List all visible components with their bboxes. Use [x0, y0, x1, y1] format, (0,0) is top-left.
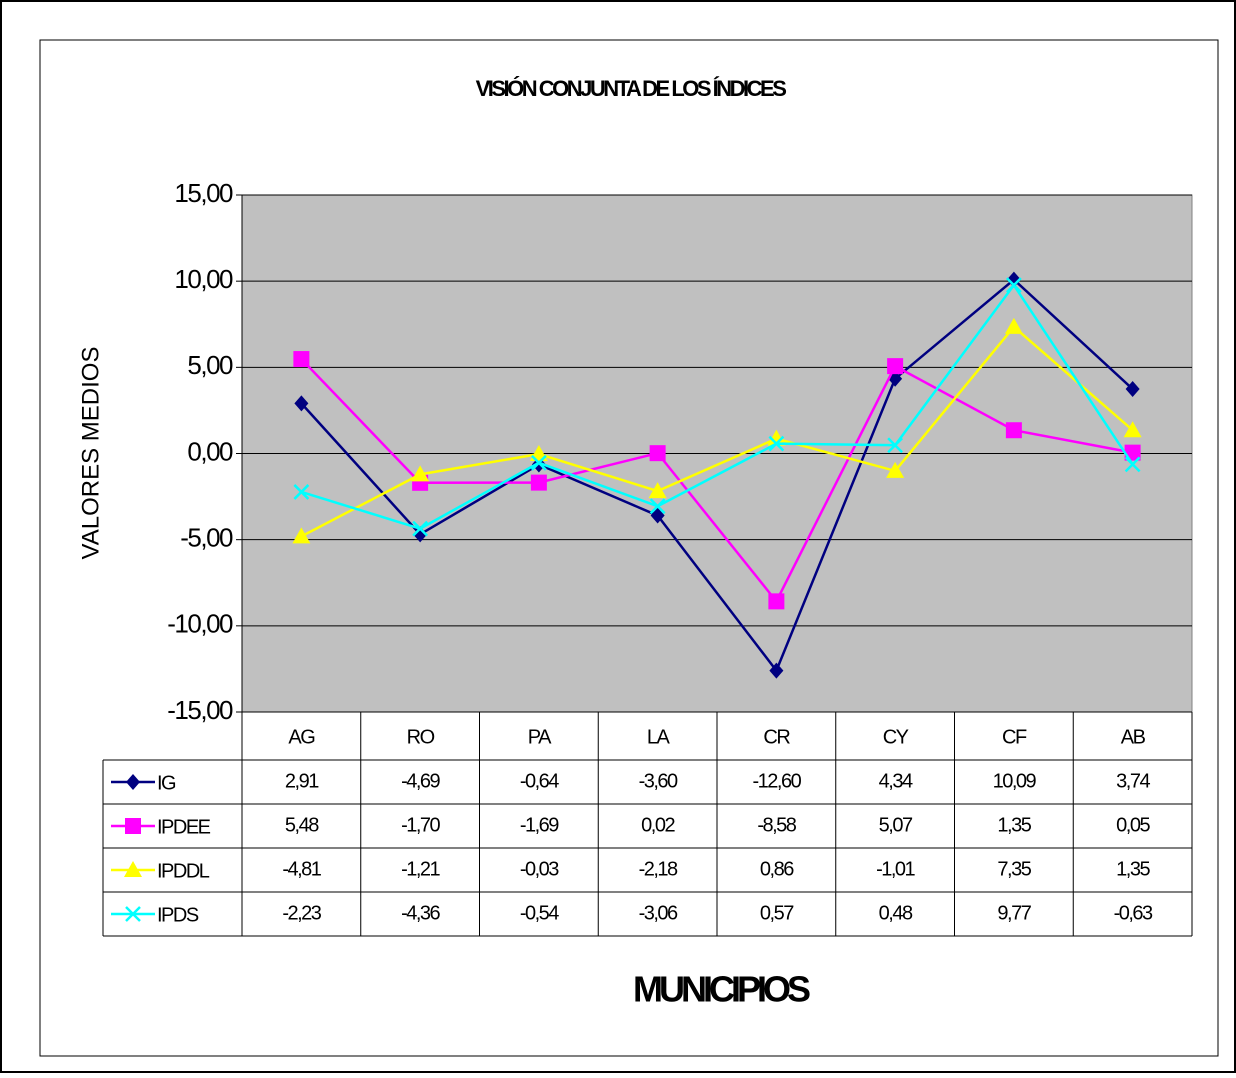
table-value: -4,36	[401, 902, 440, 924]
legend-marker	[124, 861, 142, 877]
x-tick-label: AB	[1121, 726, 1146, 748]
marker	[1006, 271, 1021, 288]
legend-label: IPDDL	[157, 860, 210, 882]
table-value: 0,48	[879, 902, 913, 924]
table-value: -4,69	[401, 770, 440, 792]
y-tick-label: 10,00	[174, 264, 233, 294]
marker	[530, 454, 547, 471]
marker	[1125, 381, 1140, 398]
table-value: 5,48	[285, 814, 319, 836]
table-value: -0,54	[520, 902, 559, 924]
table-value: 2,91	[285, 770, 319, 792]
marker	[293, 484, 310, 500]
y-tick-label: -15,00	[167, 695, 233, 725]
table-value: 1,35	[997, 814, 1031, 836]
marker	[1124, 456, 1141, 473]
y-tick-label: 0,00	[187, 436, 233, 466]
marker	[293, 351, 310, 368]
table-value: 0,05	[1116, 814, 1150, 836]
x-tick-label: LA	[647, 726, 671, 748]
marker	[530, 474, 547, 491]
x-tick-label: CY	[883, 726, 909, 748]
series-line	[300, 325, 1134, 538]
marker	[413, 526, 428, 543]
table-value: -2,18	[639, 858, 678, 880]
marker	[294, 395, 309, 412]
table-value: -0,63	[1114, 902, 1153, 924]
series-line	[301, 282, 1134, 530]
table-value: 5,07	[879, 814, 913, 836]
table-value: -3,60	[639, 770, 678, 792]
marker	[1123, 421, 1142, 438]
marker	[411, 465, 430, 482]
y-tick-label: 5,00	[187, 350, 233, 380]
marker	[768, 593, 785, 610]
table-value: 1,35	[1116, 858, 1150, 880]
y-tick-label: 15,00	[174, 178, 233, 208]
series-line	[300, 358, 1133, 604]
table-value: -3,06	[639, 902, 678, 924]
y-axis-label: VALORES MEDIOS	[77, 347, 104, 560]
y-tick-label: -10,00	[167, 609, 233, 639]
legend-marker	[125, 906, 141, 922]
marker	[649, 445, 666, 462]
x-tick-label: CF	[1002, 726, 1027, 748]
table-value: 0,86	[760, 858, 794, 880]
marker	[767, 429, 786, 446]
table-value: 10,09	[993, 770, 1037, 792]
marker	[887, 437, 904, 454]
marker	[649, 498, 666, 515]
x-axis-label: MUNICIPIOS	[633, 969, 810, 1010]
table-value: 7,35	[997, 858, 1031, 880]
table-value: -4,81	[282, 858, 321, 880]
table-value: -2,23	[282, 902, 321, 924]
table-value: 9,77	[997, 902, 1031, 924]
table-value: -0,64	[520, 770, 559, 792]
marker	[650, 507, 665, 524]
x-tick-label: RO	[407, 726, 435, 748]
marker	[1005, 277, 1022, 294]
chart-title: VISIÓN CONJUNTA DE LOS ÍNDICES	[476, 76, 787, 101]
table-value: -1,70	[401, 814, 440, 836]
marker	[292, 527, 311, 544]
table-value: 4,34	[879, 770, 913, 792]
table-value: -1,21	[401, 858, 440, 880]
legend-label: IG	[157, 772, 176, 794]
marker	[1004, 317, 1023, 334]
marker	[648, 482, 667, 499]
y-tick-label: -5,00	[180, 523, 233, 553]
marker	[769, 662, 784, 679]
table-value: -1,01	[876, 858, 915, 880]
series-line	[300, 277, 1134, 674]
x-tick-label: PA	[528, 726, 552, 748]
marker	[886, 461, 905, 478]
marker	[768, 435, 785, 452]
marker	[1005, 422, 1022, 439]
legend-marker	[125, 818, 141, 834]
table-value: -0,03	[520, 858, 559, 880]
legend-marker	[126, 774, 140, 790]
legend-label: IPDEE	[157, 816, 211, 838]
x-tick-label: CR	[763, 726, 790, 748]
x-tick-label: AG	[288, 726, 315, 748]
table-value: -1,69	[520, 814, 559, 836]
legend-label: IPDS	[157, 904, 199, 926]
marker	[412, 520, 429, 537]
table-value: 3,74	[1116, 770, 1150, 792]
table-value: 0,02	[641, 814, 675, 836]
table-value: -12,60	[753, 770, 802, 792]
marker	[887, 358, 904, 375]
table-value: -8,58	[757, 814, 796, 836]
table-value: 0,57	[760, 902, 794, 924]
